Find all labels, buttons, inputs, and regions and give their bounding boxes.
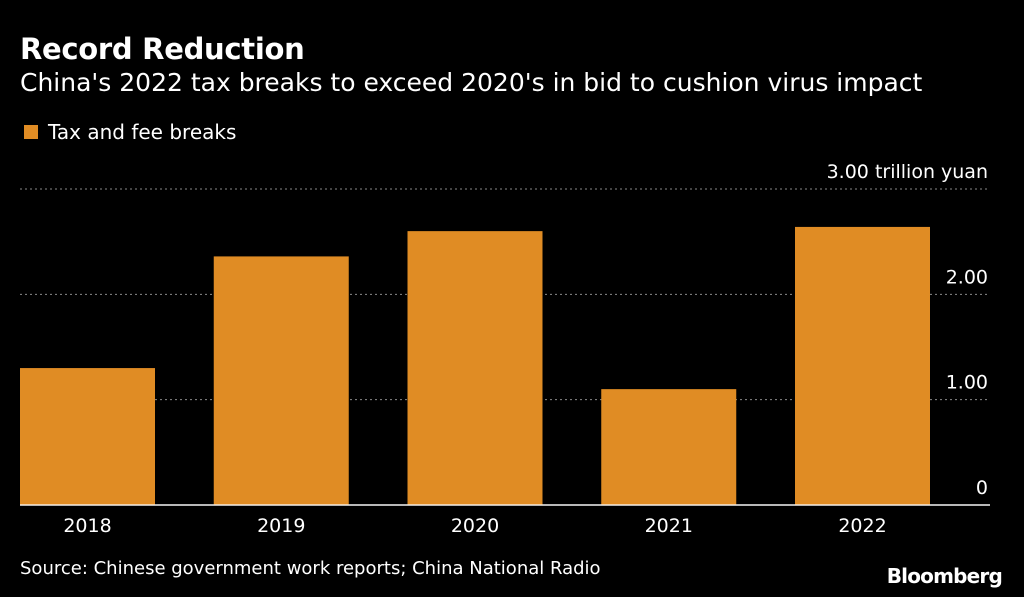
y-tick-label: 2.00 bbox=[946, 266, 988, 288]
legend-label: Tax and fee breaks bbox=[48, 120, 237, 144]
x-tick-label: 2021 bbox=[645, 515, 693, 537]
chart-title: Record Reduction bbox=[20, 32, 305, 66]
bar-2019 bbox=[213, 256, 349, 505]
x-axis-tick-labels: 2018 2019 2020 2021 2022 bbox=[63, 515, 886, 537]
legend: Tax and fee breaks bbox=[24, 120, 236, 144]
bloomberg-logo: Bloomberg bbox=[886, 564, 1003, 588]
bar-2022 bbox=[795, 226, 930, 506]
x-tick-label: 2018 bbox=[63, 515, 111, 537]
y-tick-label: 1.00 bbox=[946, 372, 988, 394]
y-tick-label: 3.00 trillion yuan bbox=[827, 161, 988, 183]
bar-2020 bbox=[407, 231, 543, 505]
y-tick-label: 0 bbox=[976, 477, 988, 499]
source-note: Source: Chinese government work reports;… bbox=[20, 558, 601, 579]
bar-2021 bbox=[601, 389, 737, 505]
chart-subtitle: China's 2022 tax breaks to exceed 2020's… bbox=[20, 68, 923, 97]
bar-layer bbox=[20, 226, 990, 506]
y-axis-tick-labels: 0 1.00 2.00 3.00 trillion yuan bbox=[827, 161, 988, 499]
x-tick-label: 2019 bbox=[257, 515, 305, 537]
bar-2018 bbox=[20, 368, 155, 505]
x-tick-label: 2022 bbox=[838, 515, 886, 537]
x-tick-label: 2020 bbox=[451, 515, 499, 537]
legend-swatch bbox=[24, 125, 38, 139]
